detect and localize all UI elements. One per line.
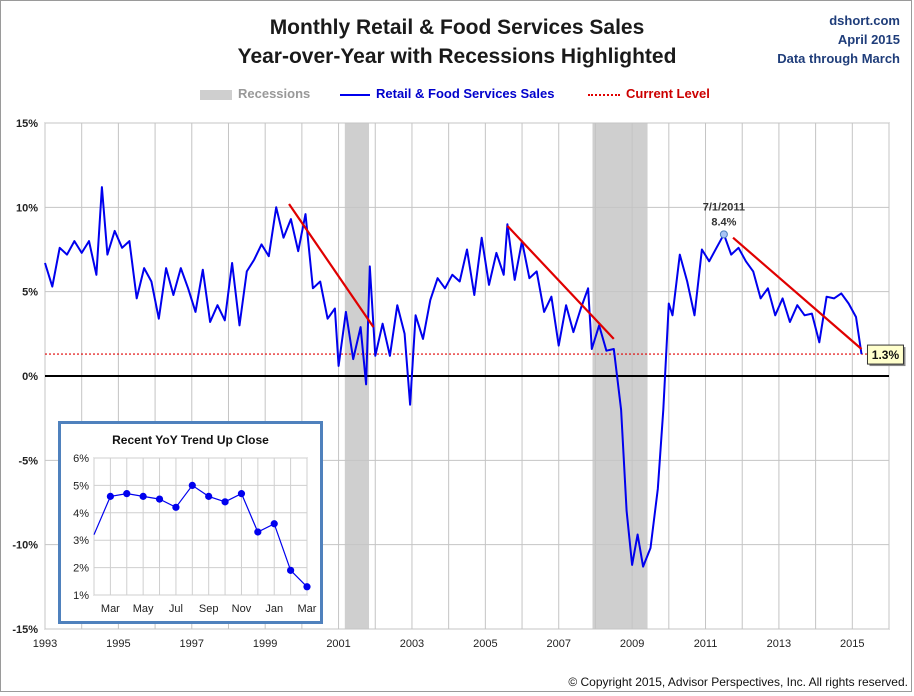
inset-chart-title: Recent YoY Trend Up Close <box>112 433 269 447</box>
legend-sales-swatch <box>340 93 370 96</box>
legend-recessions-swatch <box>200 89 232 100</box>
x-tick-label-0: 1993 <box>33 638 57 650</box>
inset-point-nov-9 <box>237 490 246 498</box>
inset-x-tick-label-4: Nov <box>232 603 252 615</box>
series-line-sales <box>44 186 863 568</box>
inset-chart: 1% 2% 3% 4% 5% 6% Mar May Jul Sep Nov Jan Mar <box>73 453 317 615</box>
inset-point-feb-12 <box>287 566 295 574</box>
trend-line-0 <box>288 203 375 328</box>
inset-x-tick-label-1: May <box>133 603 154 615</box>
y-tick-label-3: 0% <box>22 371 38 383</box>
y-tick-label-0: -15% <box>12 624 38 636</box>
x-tick-label-6: 2005 <box>473 638 497 650</box>
inset-point-jun-4 <box>155 495 164 503</box>
legend-current-swatch <box>588 93 620 96</box>
inset-point-may-3 <box>139 492 147 500</box>
inset-plot-area <box>93 457 308 596</box>
inset-x-tick-label-6: Mar <box>298 603 317 615</box>
copyright-notice: © Copyright 2015, Advisor Perspectives, … <box>568 675 908 689</box>
inset-y-tick-label-2: 3% <box>73 535 89 547</box>
legend-recessions-label: Recessions <box>238 86 311 101</box>
y-tick-label-4: 5% <box>22 287 38 299</box>
inset-y-tick-label-3: 4% <box>73 508 89 520</box>
peak-value-label: 8.4% <box>711 216 736 228</box>
inset-y-tick-label-5: 6% <box>73 453 89 465</box>
y-tick-label-6: 15% <box>16 118 38 130</box>
legend-recessions: Recessions <box>200 86 310 101</box>
peak-date-label: 7/1/2011 <box>703 201 745 213</box>
x-tick-label-10: 2013 <box>767 638 791 650</box>
current-value-box <box>866 344 904 365</box>
x-tick-label-8: 2009 <box>620 638 644 650</box>
x-tick-label-11: 2015 <box>840 638 864 650</box>
inset-point-oct-8 <box>221 498 229 506</box>
inset-y-tick-label-1: 2% <box>73 563 89 575</box>
inset-x-tick-label-3: Sep <box>199 603 219 615</box>
trend-line-1 <box>506 225 615 340</box>
x-tick-label-3: 1999 <box>253 638 277 650</box>
inset-point-aug-6 <box>188 481 196 489</box>
source-site: dshort.com <box>829 13 900 28</box>
legend-current-level: Current Level <box>588 86 710 101</box>
source-note: Data through March <box>777 51 900 66</box>
legend-current-label: Current Level <box>626 86 710 101</box>
inset-y-tick-label-4: 5% <box>73 480 89 492</box>
y-tick-label-5: 10% <box>16 202 38 214</box>
y-tick-label-1: -10% <box>12 540 38 552</box>
inset-chart-panel: Recent YoY Trend Up Close 1% 2% 3% 4% 5% 6% Ma… <box>58 421 323 624</box>
inset-point-sep-7 <box>205 492 213 500</box>
x-tick-label-4: 2001 <box>326 638 350 650</box>
inset-point-mar-1 <box>106 492 114 500</box>
peak-marker <box>719 230 728 239</box>
x-tick-label-9: 2011 <box>694 638 718 650</box>
current-value-label: 1.3% <box>872 348 900 362</box>
legend-sales-label: Retail & Food Services Sales <box>376 86 555 101</box>
inset-x-tick-label-0: Mar <box>101 603 120 615</box>
inset-y-tick-label-0: 1% <box>73 590 89 602</box>
x-tick-label-7: 2007 <box>546 638 570 650</box>
y-tick-label-2: -5% <box>18 455 38 467</box>
inset-point-jan-11 <box>270 520 278 528</box>
x-tick-label-5: 2003 <box>400 638 424 650</box>
x-tick-label-2: 1997 <box>180 638 204 650</box>
inset-x-tick-label-2: Jul <box>169 603 183 615</box>
trend-line-2 <box>732 236 863 350</box>
inset-x-tick-label-5: Jan <box>265 603 283 615</box>
inset-point-jul-5 <box>172 503 180 511</box>
chart-title-line1: Monthly Retail & Food Services Sales <box>269 16 645 39</box>
inset-point-mar-13 <box>303 583 311 591</box>
inset-point-dec-10 <box>254 528 262 536</box>
source-date: April 2015 <box>837 32 900 47</box>
inset-point-apr-2 <box>123 490 131 498</box>
legend-sales: Retail & Food Services Sales <box>340 86 554 101</box>
x-tick-label-1: 1995 <box>106 638 130 650</box>
chart-title-line2: Year-over-Year with Recessions Highlight… <box>237 45 677 68</box>
